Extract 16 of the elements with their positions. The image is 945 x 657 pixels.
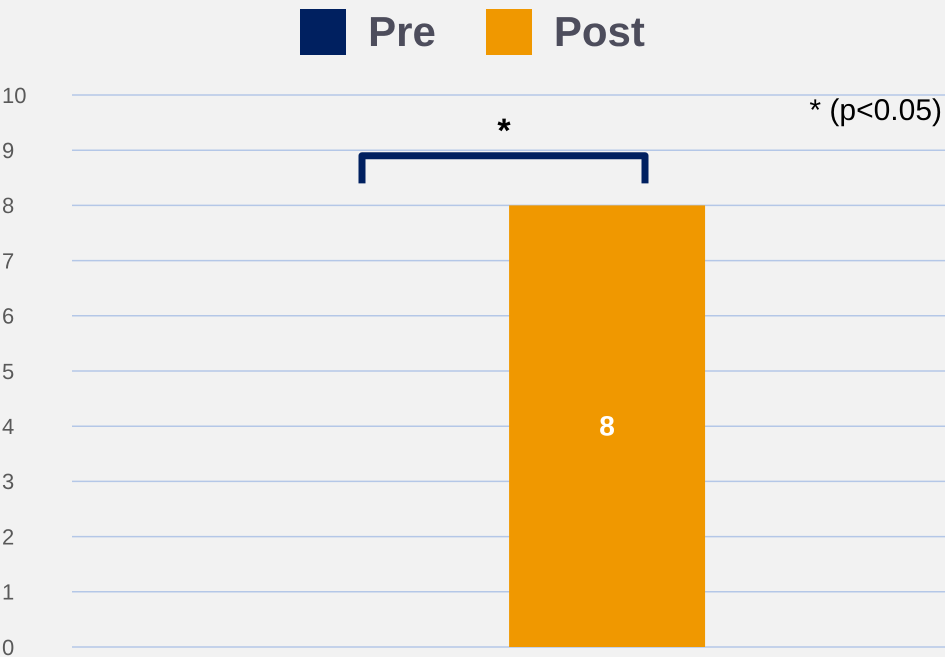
y-tick-label: 1 <box>2 580 14 605</box>
y-tick-label: 2 <box>2 524 14 550</box>
legend-label: Post <box>554 8 645 56</box>
data-label: 8 <box>599 410 615 442</box>
y-tick-label: 10 <box>2 82 26 108</box>
y-tick-label: 4 <box>2 414 14 440</box>
annotation: * (p<0.05) <box>809 94 942 127</box>
y-tick-label: 5 <box>2 358 14 384</box>
y-tick-label: 7 <box>2 248 14 274</box>
y-tick-label: 9 <box>2 138 14 164</box>
y-tick-label: 3 <box>2 469 14 494</box>
y-tick-label: 8 <box>2 193 14 218</box>
y-tick-label: 6 <box>2 304 14 329</box>
annotation: * <box>497 112 512 150</box>
legend-label: Pre <box>368 8 436 56</box>
y-tick-label: 0 <box>2 634 14 657</box>
